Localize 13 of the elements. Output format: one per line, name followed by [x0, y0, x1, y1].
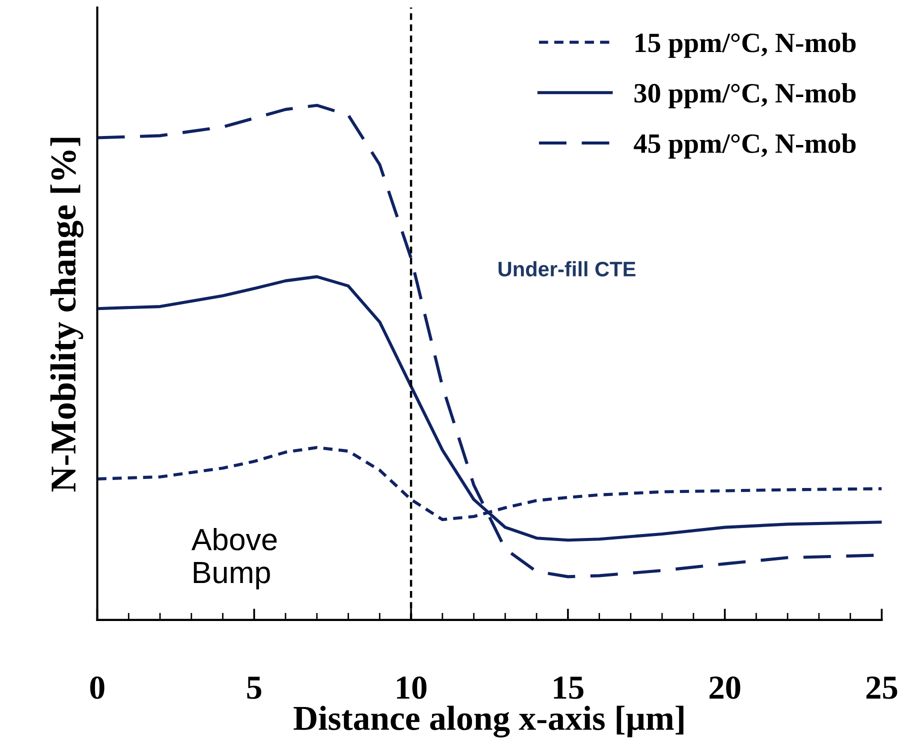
x-axis-title: Distance along x-axis [μm] — [294, 706, 684, 738]
x-tick-label: 0 — [90, 676, 104, 699]
annotation: Under-fill CTE — [498, 261, 636, 276]
x-tick-label: 25 — [866, 676, 898, 699]
y-axis-title: N-Mobility change [%] — [50, 138, 84, 492]
legend-label: 15 ppm/°C, N-mob — [636, 32, 856, 58]
legend-label: 30 ppm/°C, N-mob — [634, 83, 856, 108]
x-tick-label: 10 — [397, 676, 426, 699]
x-tick-label: 20 — [710, 676, 740, 699]
annotation: Above Bump — [191, 528, 277, 590]
x-tick-label: 15 — [554, 676, 584, 699]
legend-label: 45 ppm/°C, N-mob — [634, 133, 856, 159]
x-tick-label: 5 — [247, 676, 262, 699]
